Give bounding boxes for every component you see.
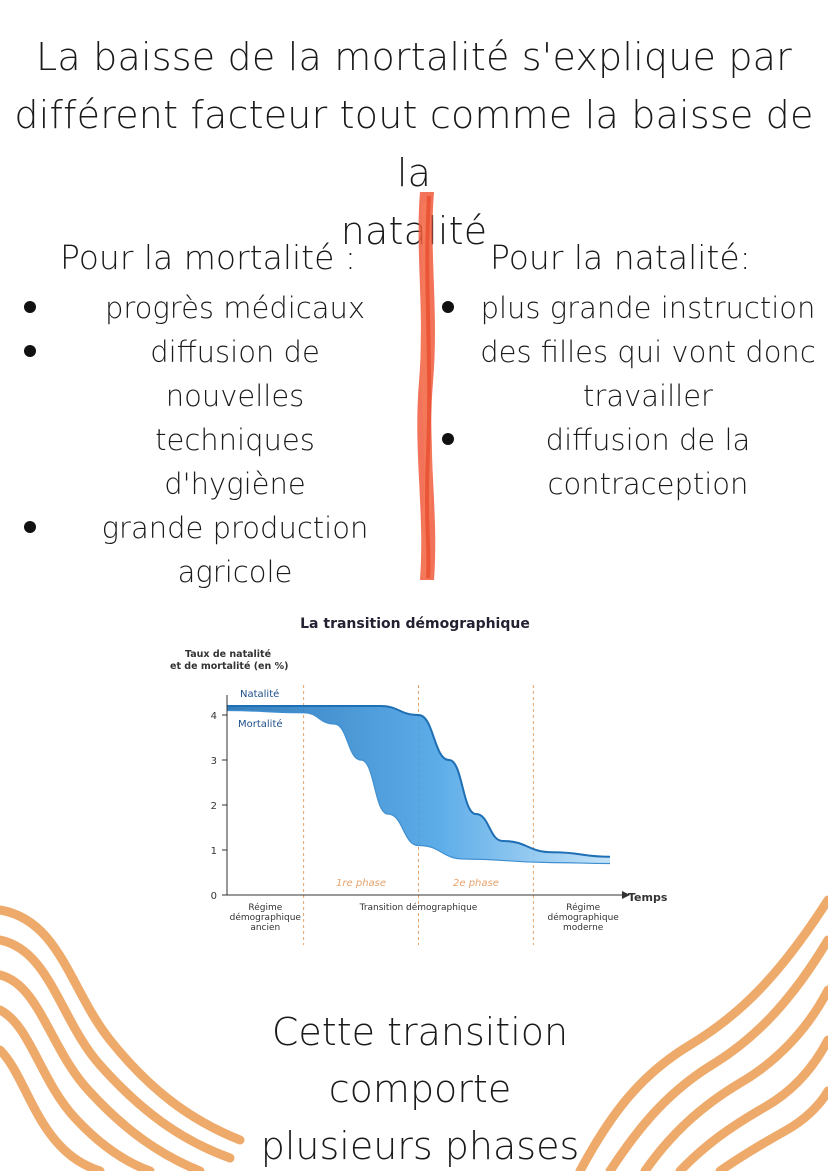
bullet-icon [24,301,36,313]
transition-chart: La transition démographique Taux de nata… [170,616,668,945]
conclusion-line-3: plusieurs phases [260,1124,580,1168]
y-tick-label: 3 [211,756,217,767]
natality-factors-list: plus grande instruction des filles qui v… [442,286,818,506]
y-axis-label-2: et de mortalité (en %) [170,661,288,672]
page-title: La baisse de la mortalité s'explique par… [0,28,828,260]
wave-decoration-left [0,905,245,1171]
bullet-icon [442,433,454,445]
regime-label: Régime [248,902,282,913]
y-tick-label: 2 [211,801,217,812]
regime-label: Transition démographique [359,902,478,913]
y-tick-label: 4 [211,711,217,722]
natalite-line [227,705,611,858]
regime-label: Régime [566,902,600,913]
bullet-icon [24,345,36,357]
title-line-2: différent facteur tout comme la baisse d… [14,93,814,195]
right-heading: Pour la natalité: [490,238,751,277]
x-axis-arrow-icon [622,891,630,899]
phase-label: 2e phase [453,878,499,889]
x-axis-label: Temps [628,891,668,904]
mortalite-label: Mortalité [238,718,283,730]
chart-title: La transition démographique [300,616,530,632]
title-line-1: La baisse de la mortalité s'explique par [36,35,792,79]
plot-area: 0 1 2 3 4 Natalité Mortalité 1re phase 2e phase R… [211,685,630,945]
mortalite-line [226,709,611,865]
y-tick-label: 1 [211,846,217,857]
y-axis-label-1: Taux de natalité [185,649,271,660]
natalite-label: Natalité [240,688,279,700]
bullet-icon [24,521,36,533]
conclusion-line-2: comporte [328,1067,512,1111]
list-item: plus grande instruction des filles qui v… [442,286,818,418]
wave-decoration-right [575,895,828,1171]
mortality-factors-list: progrès médicaux diffusion de nouvelles … [24,286,390,594]
y-tick-label: 0 [211,891,217,902]
bullet-icon [442,301,454,313]
transition-area [227,706,610,864]
list-item: diffusion de la contraception [442,418,818,506]
list-item: progrès médicaux [24,286,390,330]
left-heading: Pour la mortalité : [60,238,357,277]
brush-divider [417,192,436,580]
list-item: grande production agricole [24,506,390,594]
conclusion-line-1: Cette transition [271,1010,569,1054]
regime-label: moderne [563,923,604,933]
regime-label: démographique [548,912,620,923]
conclusion-text: Cette transition comporte plusieurs phas… [220,1004,620,1175]
list-item: diffusion de nouvelles techniques d'hygi… [24,330,390,506]
title-line-3: natalité [340,209,488,253]
regime-label: ancien [250,923,280,933]
regime-label: démographique [230,912,302,923]
phase-label: 1re phase [336,878,386,889]
